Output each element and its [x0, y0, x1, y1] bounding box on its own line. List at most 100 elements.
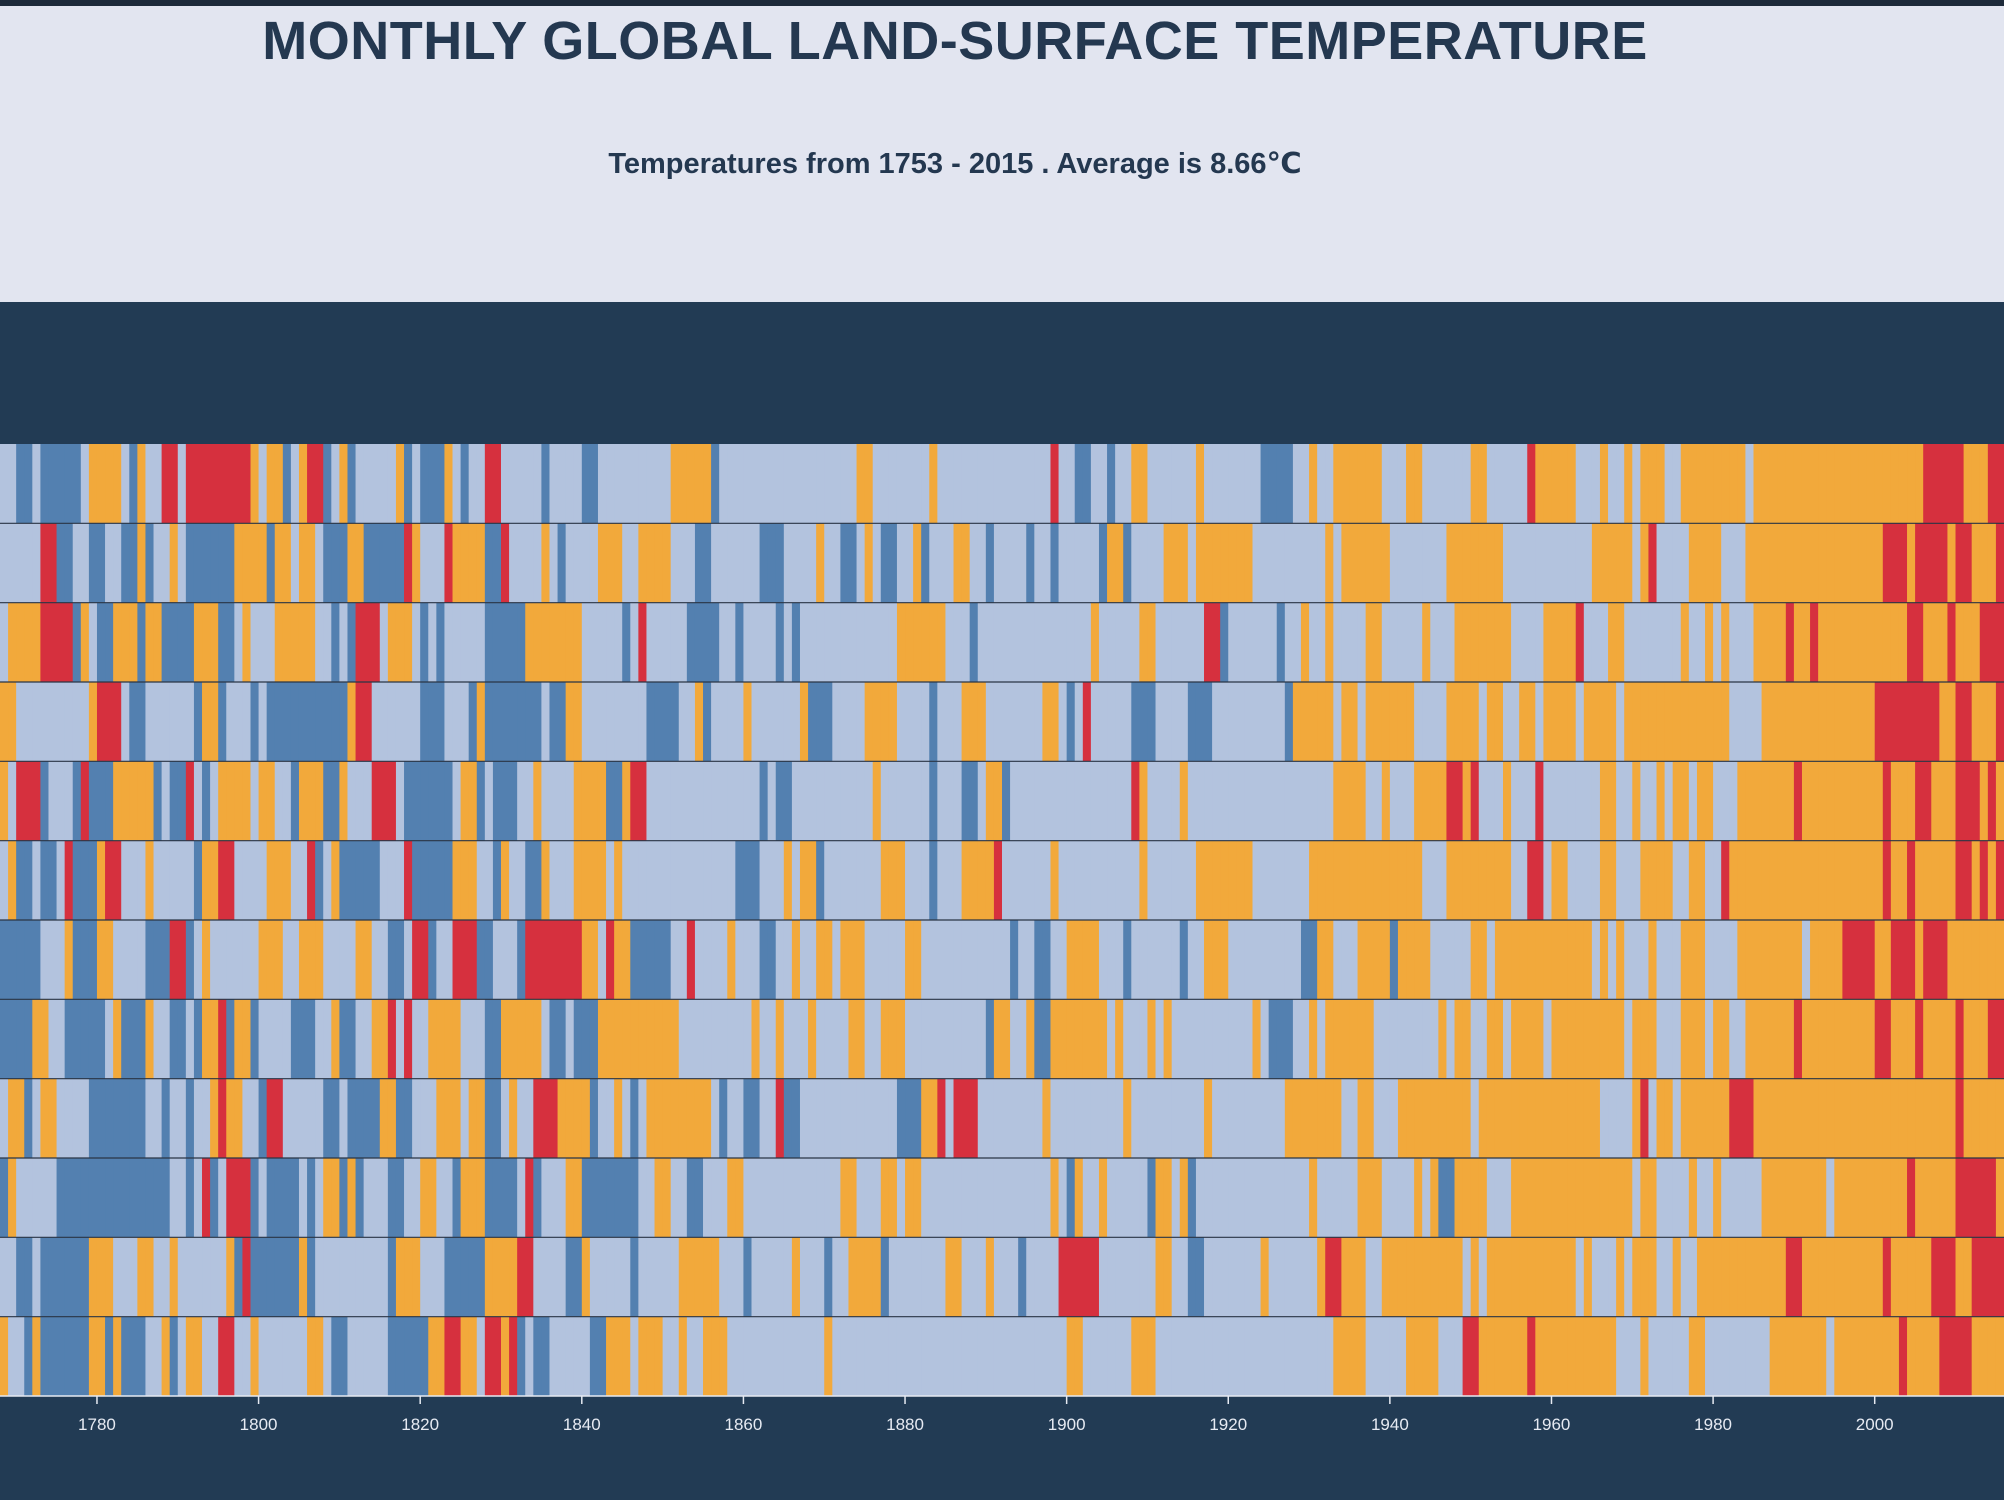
heatmap-cell: [533, 1158, 542, 1238]
heatmap-cell: [614, 523, 623, 604]
heatmap-cell: [444, 1158, 454, 1238]
heatmap-cell: [1664, 682, 1674, 762]
heatmap-cell: [1963, 999, 1973, 1080]
heatmap-cell: [614, 602, 623, 683]
heatmap-cell: [1042, 840, 1052, 921]
heatmap-cell: [1874, 761, 1884, 842]
heatmap-cell: [145, 999, 155, 1080]
heatmap-cell: [145, 1237, 155, 1318]
heatmap-cell: [1850, 920, 1860, 1000]
heatmap-cell: [1955, 840, 1965, 921]
heatmap-cell: [88, 1078, 98, 1159]
heatmap-cell: [525, 1078, 534, 1159]
heatmap-cell: [1632, 999, 1641, 1080]
heatmap-cell: [428, 999, 437, 1080]
heatmap-cell: [929, 840, 938, 921]
heatmap-cell: [1761, 1078, 1771, 1159]
heatmap-cell: [1866, 761, 1876, 842]
heatmap-cell: [105, 523, 114, 604]
heatmap-cell: [1866, 1158, 1876, 1238]
heatmap-cell: [484, 920, 494, 1000]
heatmap-cell: [775, 999, 785, 1080]
heatmap-cell: [1050, 444, 1060, 524]
heatmap-cell: [1115, 444, 1124, 524]
heatmap-cell: [476, 920, 486, 1000]
heatmap-cell: [0, 1078, 9, 1159]
heatmap-cell: [1171, 1158, 1181, 1238]
heatmap-cell: [1066, 920, 1076, 1000]
heatmap-cell: [1155, 999, 1165, 1080]
heatmap-cell: [799, 523, 809, 604]
heatmap-cell: [751, 840, 761, 921]
heatmap-cell: [355, 1316, 365, 1397]
heatmap-cell: [274, 523, 284, 604]
heatmap-cell: [993, 1316, 1003, 1397]
heatmap-cell: [888, 444, 898, 524]
heatmap-cell: [953, 1316, 963, 1397]
heatmap-cell: [816, 920, 825, 1000]
heatmap-cell: [1187, 523, 1197, 604]
heatmap-cell: [1131, 682, 1140, 762]
heatmap-cell: [1971, 1316, 1981, 1397]
heatmap-cell: [210, 761, 219, 842]
heatmap-cell: [1680, 920, 1690, 1000]
heatmap-cell: [509, 1237, 518, 1318]
heatmap-cell: [1026, 761, 1035, 842]
heatmap-cell: [1511, 1316, 1520, 1397]
heatmap-cell: [1874, 1316, 1884, 1397]
heatmap-cell: [1074, 602, 1084, 683]
heatmap-cell: [1769, 1078, 1779, 1159]
heatmap-cell: [1325, 1158, 1334, 1238]
heatmap-cell: [395, 840, 405, 921]
heatmap-cell: [1511, 682, 1520, 762]
heatmap-cell: [808, 1316, 817, 1397]
heatmap-cell: [1002, 444, 1011, 524]
heatmap-cell: [218, 523, 227, 604]
heatmap-cell: [1850, 1158, 1860, 1238]
heatmap-cell: [153, 999, 163, 1080]
heatmap-cell: [153, 444, 163, 524]
heatmap-cell: [1018, 682, 1027, 762]
heatmap-cell: [783, 1316, 793, 1397]
heatmap-cell: [1858, 1158, 1868, 1238]
heatmap-cell: [1406, 1316, 1415, 1397]
heatmap-cell: [363, 1316, 373, 1397]
heatmap-cell: [767, 1316, 777, 1397]
heatmap-cell: [323, 1078, 332, 1159]
heatmap-cell: [509, 840, 518, 921]
heatmap-cell: [436, 682, 446, 762]
heatmap-cell: [0, 523, 9, 604]
heatmap-cell: [1939, 1078, 1949, 1159]
heatmap-cell: [484, 1158, 494, 1238]
heatmap-cell: [1648, 761, 1658, 842]
heatmap-cell: [1397, 444, 1407, 524]
heatmap-cell: [105, 1158, 114, 1238]
heatmap-cell: [1349, 1237, 1359, 1318]
heatmap-cell: [816, 523, 825, 604]
heatmap-cell: [1793, 1316, 1803, 1397]
heatmap-cell: [1939, 602, 1949, 683]
heatmap-cell: [1737, 1158, 1747, 1238]
heatmap-cell: [1446, 444, 1456, 524]
heatmap-cell: [929, 1158, 938, 1238]
heatmap-cell: [1696, 523, 1706, 604]
heatmap-cell: [307, 1316, 316, 1397]
heatmap-cell: [743, 523, 753, 604]
heatmap-cell: [1470, 920, 1480, 1000]
heatmap-cell: [767, 999, 777, 1080]
x-tick-label: 2000: [1856, 1415, 1894, 1434]
heatmap-cell: [1341, 1078, 1351, 1159]
heatmap-cell: [1591, 682, 1601, 762]
heatmap-cell: [1551, 999, 1561, 1080]
heatmap-cell: [1090, 1316, 1100, 1397]
heatmap-cell: [1801, 682, 1811, 762]
heatmap-cell: [1745, 1237, 1755, 1318]
heatmap-cell: [1591, 1078, 1601, 1159]
heatmap-cell: [1284, 602, 1294, 683]
heatmap-cell: [1979, 999, 1989, 1080]
heatmap-cell: [791, 840, 801, 921]
heatmap-cell: [1082, 1237, 1092, 1318]
heatmap-cell: [1010, 682, 1019, 762]
heatmap-cell: [121, 1316, 130, 1397]
heatmap-cell: [1179, 523, 1189, 604]
